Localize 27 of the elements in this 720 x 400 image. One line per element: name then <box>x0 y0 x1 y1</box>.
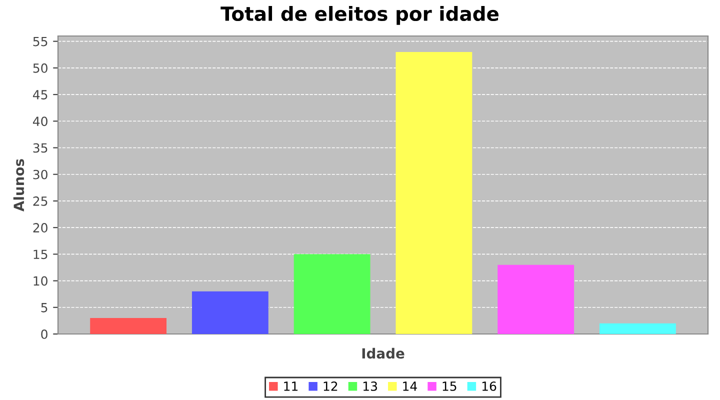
y-tick-label: 55 <box>33 36 48 46</box>
bar <box>192 291 268 334</box>
legend-label: 11 <box>284 382 298 391</box>
y-tick-label: 20 <box>33 223 48 232</box>
y-tick-label: 35 <box>33 143 48 153</box>
y-tick-label: 5 <box>41 303 48 312</box>
y-tick-label: 15 <box>34 250 48 260</box>
legend-label: 14 <box>403 382 417 391</box>
legend-label: 15 <box>442 382 456 391</box>
y-tick-label: 50 <box>33 63 48 73</box>
bar <box>498 264 574 334</box>
y-tick-label: 40 <box>32 116 48 126</box>
chart-title: Total de eleitos por idade <box>220 6 499 25</box>
bar <box>396 52 472 334</box>
bar <box>90 318 167 334</box>
y-tick-label: 0 <box>41 329 48 339</box>
y-tick-label: 30 <box>33 170 48 180</box>
legend-label: 16 <box>482 381 496 391</box>
bar <box>599 323 676 334</box>
x-axis-title: Idade <box>362 348 404 359</box>
y-axis-title: Alunos <box>13 159 24 212</box>
legend-label: 13 <box>363 381 377 391</box>
y-tick-label: 25 <box>33 196 48 206</box>
y-tick-label: 45 <box>32 90 48 100</box>
bar <box>294 254 370 334</box>
y-tick-label: 10 <box>34 276 48 286</box>
legend-label: 12 <box>324 381 338 391</box>
